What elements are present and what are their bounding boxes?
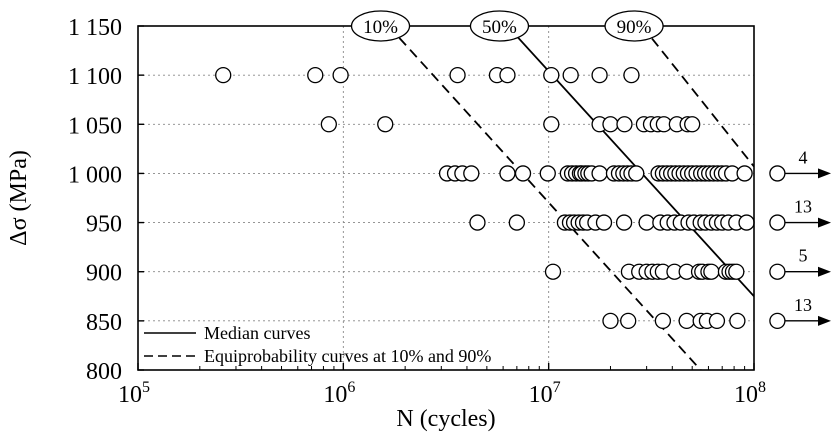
x-tick-base: 10 bbox=[734, 382, 758, 408]
x-tick-label: 107 bbox=[529, 379, 561, 408]
runout-layer: 4 13 5 13 bbox=[769, 147, 831, 330]
data-point bbox=[602, 312, 619, 330]
y-tick-label: 1 050 bbox=[68, 113, 122, 139]
plot-frame bbox=[137, 25, 755, 371]
data-point bbox=[628, 165, 645, 182]
legend-label-median: Median curves bbox=[204, 323, 310, 343]
curve-labels-layer: 50% 10% 90% bbox=[350, 10, 664, 42]
data-point bbox=[708, 312, 726, 330]
data-point bbox=[463, 165, 480, 182]
runout-arrow-head bbox=[818, 168, 831, 179]
data-point bbox=[544, 263, 562, 280]
equiprobability-curve bbox=[641, 26, 754, 168]
runout-point bbox=[769, 312, 786, 330]
x-tick-label: 106 bbox=[323, 379, 355, 408]
y-axis-label: Δσ (MPa) bbox=[6, 150, 32, 246]
data-point bbox=[591, 165, 608, 182]
data-point bbox=[620, 312, 637, 330]
points-layer bbox=[215, 66, 755, 330]
curve-label-ellipse bbox=[469, 10, 530, 42]
x-tick-exponent: 8 bbox=[758, 379, 766, 396]
data-point bbox=[543, 66, 560, 84]
x-tick-label: 108 bbox=[734, 379, 766, 408]
data-point bbox=[638, 214, 655, 231]
curve-label: 50% bbox=[482, 17, 517, 38]
data-point bbox=[320, 116, 337, 133]
curve-label: 90% bbox=[617, 17, 652, 38]
data-point bbox=[543, 116, 560, 133]
runout-arrow-head bbox=[818, 315, 831, 326]
runout-point bbox=[769, 214, 786, 231]
y-tick-label: 1 150 bbox=[68, 15, 122, 41]
data-point bbox=[499, 165, 516, 182]
runout-count: 13 bbox=[794, 295, 812, 315]
x-tick-base: 10 bbox=[529, 382, 553, 408]
legend: Median curves Equiprobability curves at … bbox=[144, 323, 491, 366]
data-point bbox=[377, 116, 394, 133]
data-point bbox=[469, 214, 486, 231]
data-point bbox=[615, 214, 633, 231]
data-point bbox=[595, 214, 613, 231]
x-tick-exponent: 5 bbox=[142, 379, 150, 396]
data-point bbox=[729, 312, 746, 330]
data-point bbox=[654, 312, 672, 330]
y-tick-label: 1 000 bbox=[68, 162, 122, 188]
y-tick-label: 800 bbox=[86, 359, 122, 385]
curve-label: 10% bbox=[363, 17, 398, 38]
x-tick-base: 10 bbox=[323, 382, 347, 408]
x-tick-label: 105 bbox=[118, 379, 150, 408]
data-point bbox=[602, 116, 619, 133]
x-tick-base: 10 bbox=[118, 382, 142, 408]
runout-point bbox=[769, 263, 786, 280]
data-point bbox=[499, 66, 516, 84]
runout-point bbox=[769, 165, 786, 182]
data-point bbox=[508, 214, 526, 231]
data-point bbox=[591, 66, 608, 84]
runout-count: 13 bbox=[794, 197, 812, 217]
curve-label-ellipse bbox=[350, 10, 411, 42]
y-tick-label: 1 100 bbox=[68, 64, 122, 90]
runout-count: 4 bbox=[799, 147, 808, 167]
data-point bbox=[684, 116, 701, 133]
data-point bbox=[307, 66, 324, 84]
data-point bbox=[616, 116, 633, 133]
data-point bbox=[332, 66, 349, 84]
runout-arrow-head bbox=[818, 217, 831, 228]
data-point bbox=[703, 263, 720, 280]
legend-label-equiprobability: Equiprobability curves at 10% and 90% bbox=[204, 346, 491, 366]
data-point bbox=[514, 165, 532, 182]
runout-count: 5 bbox=[799, 246, 808, 266]
data-point bbox=[449, 66, 466, 84]
data-point bbox=[736, 165, 753, 182]
equiprobability-curve bbox=[387, 26, 702, 370]
runout-arrow-head bbox=[818, 266, 831, 277]
data-point bbox=[562, 66, 579, 84]
data-point bbox=[678, 312, 695, 330]
y-tick-label: 850 bbox=[86, 310, 122, 336]
y-tick-label: 950 bbox=[86, 212, 122, 238]
median-curve bbox=[506, 26, 754, 297]
y-tick-label: 900 bbox=[86, 261, 122, 287]
curve-label-ellipse bbox=[604, 10, 664, 42]
grid-layer bbox=[138, 26, 754, 370]
data-point bbox=[539, 165, 556, 182]
x-axis-label: N (cycles) bbox=[396, 406, 495, 432]
x-tick-exponent: 6 bbox=[347, 379, 355, 396]
data-point bbox=[623, 66, 640, 84]
data-point bbox=[728, 263, 745, 280]
x-tick-exponent: 7 bbox=[553, 379, 561, 396]
data-point bbox=[215, 66, 232, 84]
data-point bbox=[738, 214, 755, 231]
